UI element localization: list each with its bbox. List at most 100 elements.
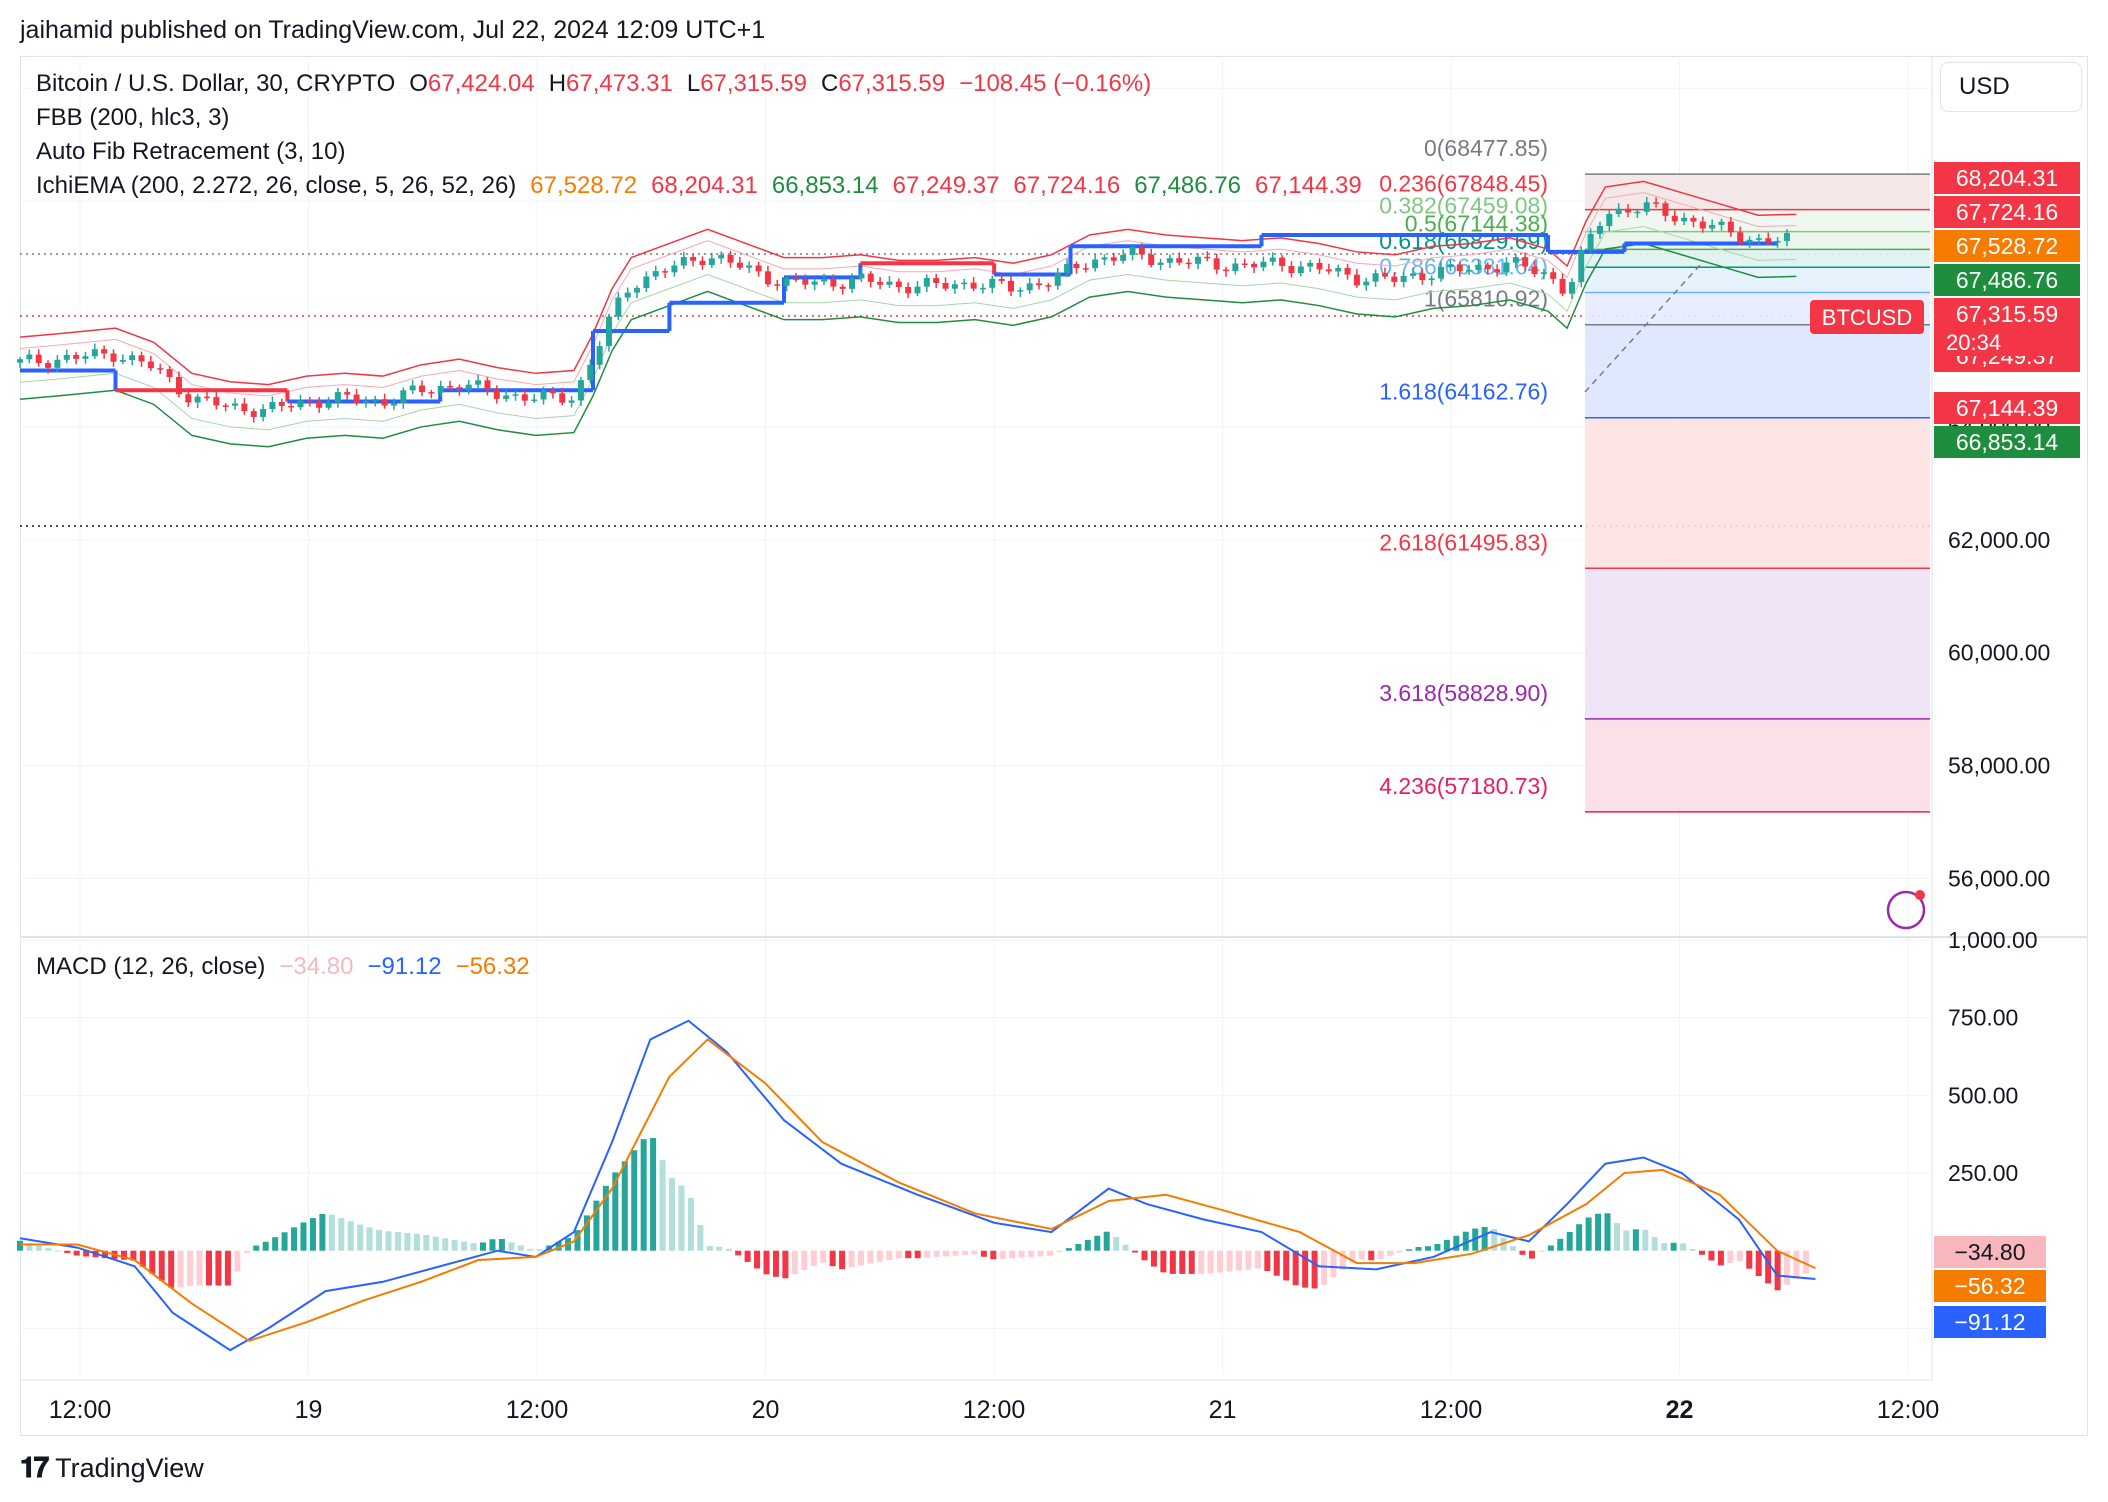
- macd-hist-bar-30: [300, 1222, 307, 1251]
- macd-hist-bar-102: [980, 1250, 987, 1257]
- macd-hist-bar-57: [555, 1241, 562, 1251]
- macd-hist-bar-20: [205, 1250, 212, 1286]
- candle-body-61: [587, 364, 594, 381]
- candle-body-58: [559, 393, 566, 403]
- candle-body-136: [1288, 266, 1295, 274]
- macd-label-2: −91.12: [1955, 1309, 2026, 1335]
- price-tick-label-1: 62,000.00: [1948, 527, 2050, 553]
- candle-body-31: [306, 400, 313, 402]
- macd-label-bg-1: [1934, 1270, 2046, 1302]
- candle-body-112: [1064, 263, 1071, 274]
- candle-body-169: [1596, 225, 1603, 234]
- macd-hist-bar-55: [536, 1249, 543, 1251]
- candle-body-146: [1381, 273, 1388, 277]
- macd-hist-bar-151: [1443, 1239, 1450, 1251]
- macd-hist-bar-73: [706, 1245, 713, 1251]
- candle-body-163: [1540, 272, 1547, 275]
- candle-body-47: [456, 387, 463, 390]
- fib-label-0: 0(68477.85): [1424, 135, 1548, 161]
- candle-body-15: [157, 368, 164, 370]
- macd-hist-bar-106: [1018, 1250, 1025, 1258]
- macd-hist-bar-53: [517, 1245, 524, 1251]
- macd-hist-bar-110: [1056, 1250, 1063, 1253]
- macd-tick-label-0: 1,000.00: [1948, 927, 2038, 953]
- ichi-legend[interactable]: IchiEMA (200, 2.272, 26, close, 5, 26, 5…: [36, 172, 1390, 200]
- macd-hist-bar-171: [1632, 1229, 1639, 1251]
- candle-body-101: [961, 282, 968, 285]
- candle-body-106: [1007, 280, 1014, 292]
- macd-hist-bar-5: [64, 1250, 71, 1254]
- candle-body-64: [615, 297, 622, 317]
- macd-hist-bar-139: [1330, 1250, 1337, 1278]
- candle-body-83: [792, 278, 799, 280]
- fib-zone-7: [1585, 417, 1930, 569]
- macd-hist-bar-34: [338, 1218, 345, 1251]
- candle-body-120: [1138, 247, 1145, 255]
- candle-body-43: [419, 385, 426, 393]
- currency-button[interactable]: USD: [1940, 62, 2082, 112]
- candle-body-103: [979, 287, 986, 290]
- price-tick-label-2: 60,000.00: [1948, 640, 2050, 666]
- candle-body-133: [1260, 261, 1267, 268]
- macd-hist-bar-182: [1736, 1250, 1743, 1262]
- macd-hist-bar-45: [442, 1238, 449, 1251]
- macd-hist-bar-1: [26, 1243, 33, 1251]
- candle-body-10: [110, 353, 117, 362]
- candle-body-90: [858, 273, 865, 279]
- candle-body-154: [1456, 264, 1463, 271]
- fbb-legend[interactable]: FBB (200, hlc3, 3): [36, 104, 230, 131]
- countdown-label: 20:34: [1946, 330, 2001, 355]
- macd-hist-bar-100: [961, 1250, 968, 1256]
- fib-label-2: 0.382(67459.08): [1379, 193, 1548, 219]
- macd-tick-label-2: 500.00: [1948, 1082, 2018, 1108]
- macd-hist-bar-128: [1226, 1250, 1233, 1272]
- candle-body-26: [260, 409, 267, 417]
- time-tick-label-0: 12:00: [49, 1396, 112, 1424]
- macd-hist-bar-65: [631, 1150, 638, 1251]
- symbol-title[interactable]: Bitcoin / U.S. Dollar, 30, CRYPTO: [36, 70, 396, 97]
- symbol-legend[interactable]: Bitcoin / U.S. Dollar, 30, CRYPTO O67,424…: [36, 70, 1165, 98]
- candle-body-77: [736, 262, 743, 268]
- macd-hist-bar-118: [1132, 1250, 1139, 1253]
- candle-body-79: [755, 265, 762, 272]
- macd-label-1: −56.32: [1955, 1273, 2026, 1299]
- candle-body-2: [35, 354, 42, 363]
- fib-legend[interactable]: Auto Fib Retracement (3, 10): [36, 138, 346, 165]
- macd-hist-bar-46: [451, 1239, 458, 1251]
- candle-body-38: [372, 399, 379, 401]
- macd-hist-bar-97: [933, 1250, 940, 1257]
- candle-body-95: [905, 287, 912, 294]
- macd-hist-bar-42: [413, 1233, 420, 1251]
- candle-body-36: [353, 394, 360, 403]
- candle-body-145: [1372, 273, 1379, 282]
- price-label-7: 66,853.14: [1956, 429, 2059, 455]
- macd-hist-bar-48: [470, 1243, 477, 1251]
- macd-hist-bar-51: [498, 1238, 505, 1251]
- macd-hist-bar-158: [1510, 1246, 1517, 1251]
- low-label: L: [686, 70, 701, 97]
- candle-body-137: [1297, 266, 1304, 274]
- candle-body-57: [549, 390, 556, 394]
- symbol-tag-bg: [1810, 300, 1924, 334]
- candle-body-32: [316, 401, 323, 408]
- macd-hist-bar-33: [328, 1214, 335, 1251]
- candle-body-42: [409, 385, 416, 391]
- candle-body-68: [652, 271, 659, 277]
- fib-zone-6: [1585, 324, 1930, 418]
- candle-body-107: [1017, 290, 1024, 292]
- candle-body-113: [1073, 263, 1080, 269]
- macd-hist-bar-116: [1113, 1236, 1120, 1251]
- macd-hist-bar-22: [224, 1250, 231, 1286]
- close-label: C: [820, 70, 839, 97]
- ichi-title: IchiEMA (200, 2.272, 26, close, 5, 26, 5…: [36, 172, 517, 199]
- candle-body-55: [531, 399, 538, 401]
- macd-legend[interactable]: MACD (12, 26, close) −34.80 −91.12 −56.32: [36, 953, 558, 981]
- upper-band-line: [19, 180, 1797, 386]
- ichi-value-2: 66,853.14: [771, 172, 879, 199]
- macd-hist-bar-59: [574, 1230, 581, 1251]
- candle-body-180: [1699, 221, 1706, 229]
- candle-body-87: [830, 279, 837, 287]
- candle-body-8: [91, 349, 98, 357]
- candle-body-0: [17, 359, 23, 363]
